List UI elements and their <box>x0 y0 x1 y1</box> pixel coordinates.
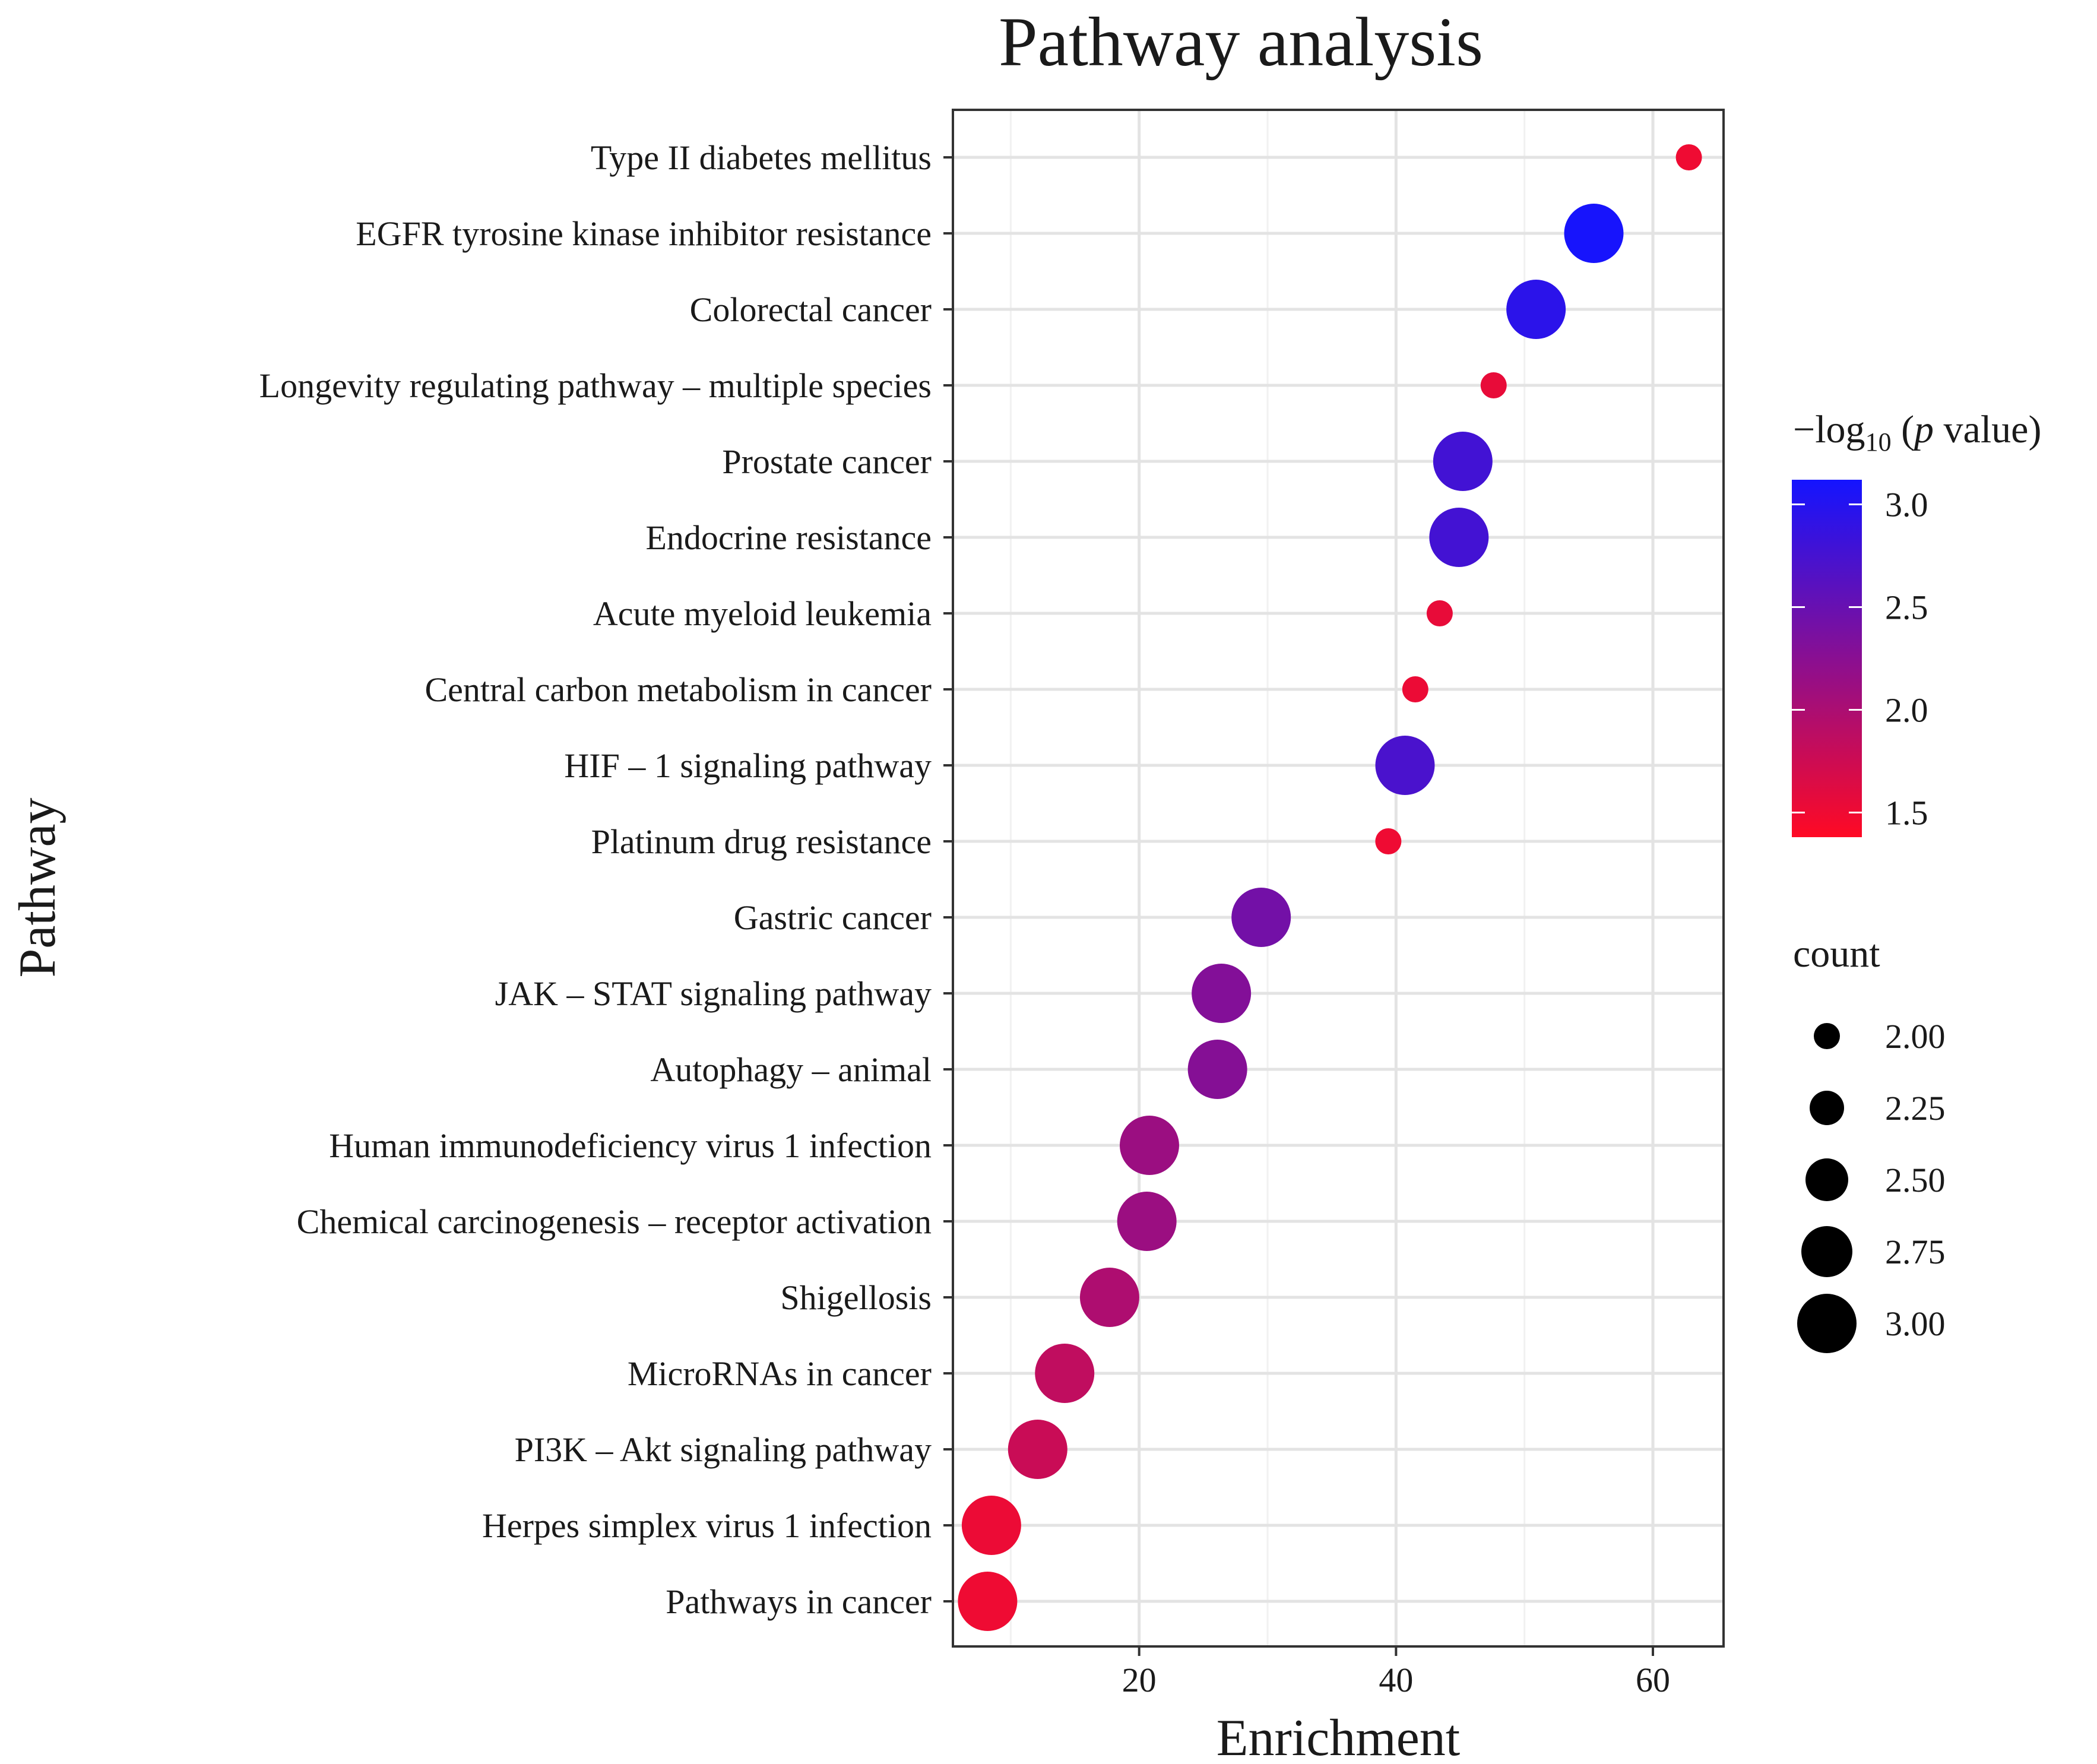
y-tick-label: Platinum drug resistance <box>591 822 932 861</box>
size-legend-key <box>1805 1158 1848 1201</box>
size-legend-entries: 2.00 2.25 2.50 2.75 3.00 <box>1797 1017 1946 1353</box>
data-point <box>1231 888 1291 947</box>
color-legend-title-prefix: −log <box>1793 408 1865 451</box>
data-point <box>961 1496 1021 1555</box>
data-point <box>1192 964 1252 1023</box>
x-axis: 20 40 60 <box>1122 1646 1670 1699</box>
data-point <box>1008 1420 1067 1479</box>
y-tick-label: Prostate cancer <box>722 442 932 481</box>
chart-title: Pathway analysis <box>999 3 1483 81</box>
y-tick-label: Endocrine resistance <box>645 518 932 557</box>
data-point <box>1187 1040 1247 1099</box>
y-axis-title: Pathway <box>9 797 66 977</box>
size-legend-label: 2.75 <box>1885 1233 1946 1271</box>
y-tick-label: HIF – 1 signaling pathway <box>564 746 932 785</box>
y-axis: Type II diabetes mellitus EGFR tyrosine k… <box>259 138 953 1621</box>
data-point <box>1079 1268 1139 1327</box>
y-tick-label: Autophagy – animal <box>650 1050 932 1089</box>
colorbar-tick-label: 1.5 <box>1885 793 1928 832</box>
data-point <box>1429 508 1489 567</box>
data-point <box>1402 676 1428 702</box>
y-tick-label: Chemical carcinogenesis – receptor activ… <box>297 1202 932 1241</box>
x-tick-label: 20 <box>1122 1661 1157 1699</box>
color-legend: −log10 (p value) 1.5 2.0 2.5 3.0 <box>1792 408 2041 837</box>
grid-lines <box>953 110 1724 1646</box>
size-legend: count 2.00 2.25 2.50 2.75 3.00 <box>1793 932 1946 1353</box>
color-legend-title-open: ( <box>1892 408 1914 451</box>
y-tick-label: Pathways in cancer <box>666 1582 932 1621</box>
y-tick-label: EGFR tyrosine kinase inhibitor resistanc… <box>356 214 932 253</box>
data-point <box>958 1572 1018 1631</box>
plot-panel-border <box>952 109 1725 1648</box>
y-tick-label: Gastric cancer <box>734 898 932 937</box>
y-tick-label: MicroRNAs in cancer <box>628 1354 932 1393</box>
size-legend-key <box>1810 1091 1844 1125</box>
size-legend-key <box>1814 1023 1840 1049</box>
y-tick-label: Human immunodeficiency virus 1 infection <box>329 1126 932 1165</box>
x-tick-label: 40 <box>1379 1661 1413 1699</box>
y-tick-label: Shigellosis <box>780 1278 932 1317</box>
size-legend-label: 2.50 <box>1885 1161 1946 1199</box>
colorbar-tick-label: 2.0 <box>1885 691 1928 729</box>
y-tick-label: Herpes simplex virus 1 infection <box>482 1506 932 1545</box>
y-tick-label: Colorectal cancer <box>690 290 932 329</box>
data-point <box>1375 736 1435 795</box>
size-legend-key <box>1801 1226 1852 1277</box>
y-tick-label: JAK – STAT signaling pathway <box>495 974 932 1013</box>
y-tick-label: PI3K – Akt signaling pathway <box>515 1430 932 1469</box>
color-legend-title: −log10 (p value) <box>1793 408 2041 457</box>
y-tick-label: Type II diabetes mellitus <box>591 138 932 177</box>
y-tick-label: Central carbon metabolism in cancer <box>425 670 932 709</box>
size-legend-label: 3.00 <box>1885 1304 1946 1343</box>
color-legend-title-suffix: value) <box>1934 408 2041 451</box>
color-legend-title-subscript: 10 <box>1865 427 1892 457</box>
color-legend-title-italic: p <box>1912 408 1934 451</box>
data-points <box>958 144 1702 1631</box>
colorbar-ticks: 1.5 2.0 2.5 3.0 <box>1792 486 1928 832</box>
data-point <box>1035 1344 1095 1403</box>
data-point <box>1675 144 1702 170</box>
size-legend-title: count <box>1793 932 1880 976</box>
y-tick-label: Acute myeloid leukemia <box>593 594 932 633</box>
data-point <box>1119 1116 1179 1175</box>
colorbar-tick-label: 3.0 <box>1885 486 1928 524</box>
x-tick-label: 60 <box>1636 1661 1670 1699</box>
colorbar-tick-label: 2.5 <box>1885 588 1928 627</box>
data-point <box>1375 828 1402 854</box>
size-legend-label: 2.25 <box>1885 1089 1946 1128</box>
size-legend-label: 2.00 <box>1885 1017 1946 1056</box>
y-tick-label: Longevity regulating pathway – multiple … <box>259 366 932 405</box>
size-legend-key <box>1797 1294 1857 1353</box>
data-point <box>1564 204 1624 263</box>
data-point <box>1426 600 1453 626</box>
data-point <box>1117 1192 1177 1251</box>
data-point <box>1480 372 1507 398</box>
data-point <box>1433 432 1493 491</box>
colorbar <box>1792 480 1862 837</box>
data-point <box>1506 280 1566 339</box>
x-axis-title: Enrichment <box>1217 1709 1461 1764</box>
